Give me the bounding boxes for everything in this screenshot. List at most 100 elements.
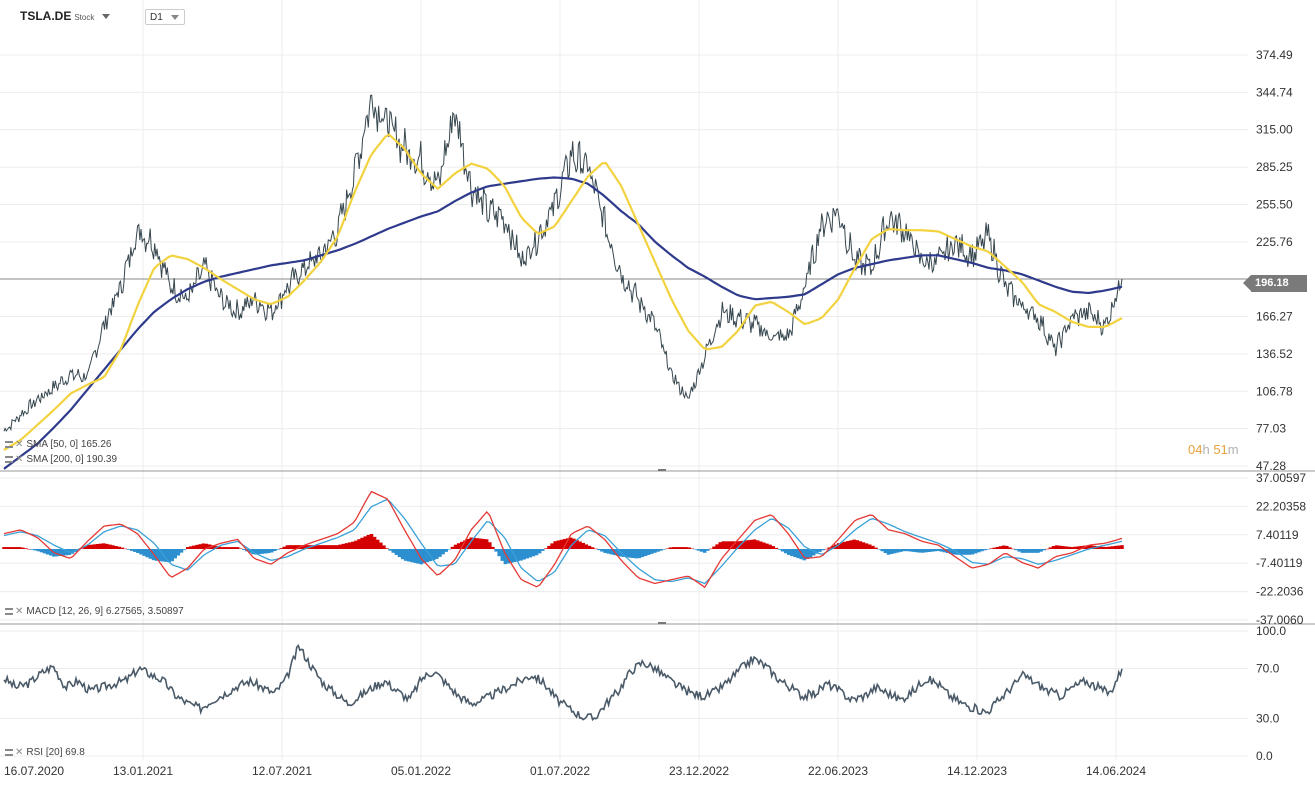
macd-histogram-bar xyxy=(1036,549,1040,553)
macd-histogram-bar xyxy=(808,549,813,558)
macd-histogram-bar xyxy=(385,548,389,549)
macd-histogram-bar xyxy=(992,547,997,549)
macd-histogram-bar xyxy=(242,549,246,550)
macd-histogram-bar xyxy=(880,549,884,552)
y-tick-label: 225.76 xyxy=(1256,235,1293,249)
macd-histogram-bar xyxy=(537,549,542,554)
close-icon[interactable]: ✕ xyxy=(15,606,24,617)
chevron-down-icon xyxy=(102,14,111,20)
macd-histogram-bar xyxy=(936,549,941,551)
macd-histogram-bar xyxy=(481,538,486,549)
sma200-line xyxy=(3,176,1123,470)
menu-icon[interactable] xyxy=(5,607,13,615)
legend-macd[interactable]: ✕ MACD [12, 26, 9] 6.27565, 3.50897 xyxy=(5,606,184,617)
macd-histogram-bar xyxy=(469,537,473,549)
countdown-minutes: 51 xyxy=(1213,442,1228,457)
macd-histogram-bar xyxy=(438,549,442,557)
macd-histogram-bar xyxy=(129,549,134,551)
macd-histogram-bar xyxy=(410,549,414,563)
macd-histogram-bar xyxy=(319,545,324,549)
macd-histogram-bar xyxy=(257,549,262,555)
symbol-selector[interactable]: TSLA.DE Stock xyxy=(20,9,111,23)
macd-histogram-bar xyxy=(463,540,467,549)
menu-icon[interactable] xyxy=(5,455,13,463)
macd-histogram-bar xyxy=(329,545,333,549)
y-tick-label: 30.0 xyxy=(1256,712,1280,726)
macd-histogram-bar xyxy=(796,549,800,559)
macd-histogram-bar xyxy=(696,549,701,551)
macd-histogram-bar xyxy=(562,539,567,549)
macd-histogram-bar xyxy=(522,549,526,560)
macd-histogram-bar xyxy=(204,543,209,549)
macd-histogram-bar xyxy=(36,549,41,552)
legend-rsi[interactable]: ✕ RSI [20] 69.8 xyxy=(5,747,85,758)
macd-histogram-bar xyxy=(668,547,673,549)
macd-histogram-bar xyxy=(472,537,476,549)
macd-histogram-bar xyxy=(877,549,881,550)
macd-histogram-bar xyxy=(802,549,807,561)
macd-histogram-bar xyxy=(500,549,505,561)
macd-histogram-bar xyxy=(30,549,34,550)
macd-histogram-bar xyxy=(176,549,181,556)
timeframe-selector[interactable]: D1 xyxy=(145,9,185,25)
macd-histogram-bar xyxy=(830,545,835,549)
macd-histogram-bar xyxy=(310,545,315,549)
macd-histogram-bar xyxy=(678,547,682,549)
menu-icon[interactable] xyxy=(5,748,13,756)
macd-histogram-bar xyxy=(942,549,947,553)
menu-icon[interactable] xyxy=(5,440,13,448)
macd-histogram-bar xyxy=(217,546,221,549)
macd-histogram-bar xyxy=(597,549,601,551)
macd-histogram-bar xyxy=(416,549,420,564)
panel-separators xyxy=(0,469,1315,625)
macd-histogram-bar xyxy=(559,539,564,549)
macd-histogram-bar xyxy=(167,549,171,563)
macd-histogram-bar xyxy=(867,544,872,549)
legend-sma200[interactable]: ✕ SMA [200, 0] 190.39 xyxy=(5,454,117,465)
macd-histogram-bar xyxy=(771,546,775,549)
close-icon[interactable]: ✕ xyxy=(15,454,24,465)
macd-histogram-bar xyxy=(126,549,131,550)
macd-histogram-bar xyxy=(603,549,607,553)
chevron-down-icon xyxy=(171,15,179,20)
macd-histogram-bar xyxy=(650,549,654,554)
macd-histogram-bar xyxy=(1076,546,1081,549)
macd-histogram-bar xyxy=(839,542,844,549)
close-icon[interactable]: ✕ xyxy=(15,439,24,450)
macd-histogram-bar xyxy=(917,549,922,553)
macd-histogram-bar xyxy=(148,549,153,559)
macd-histogram-bar xyxy=(687,547,691,549)
macd-histogram-bar xyxy=(33,549,37,551)
y-axis-labels: 374.49 344.74 315.00 285.25 255.50 225.76 166.… xyxy=(1256,48,1306,763)
macd-histogram-bar xyxy=(780,549,785,552)
macd-histogram-bar xyxy=(101,543,106,549)
macd-histogram-bar xyxy=(1054,545,1059,549)
macd-histogram-bar xyxy=(441,549,445,555)
macd-histogram-bar xyxy=(961,549,965,555)
macd-histogram-bar xyxy=(811,549,816,556)
countdown-hours-unit: h xyxy=(1202,442,1210,457)
macd-histogram-bar xyxy=(715,544,719,549)
macd-histogram-bar xyxy=(749,539,754,549)
macd-histogram-bar xyxy=(1067,546,1071,549)
macd-histogram-bar xyxy=(456,543,461,549)
macd-histogram-bar xyxy=(846,541,850,549)
macd-histogram-bar xyxy=(727,541,732,549)
macd-histogram-bar xyxy=(590,547,595,549)
timeframe-value: D1 xyxy=(150,12,163,23)
sma50-line xyxy=(3,133,1123,451)
macd-histogram-bar xyxy=(447,549,452,550)
macd-histogram-bar xyxy=(774,547,779,549)
macd-histogram-bar xyxy=(192,545,196,549)
macd-histogram-bar xyxy=(164,549,168,562)
close-icon[interactable]: ✕ xyxy=(15,747,24,758)
macd-histogram-bar xyxy=(721,541,726,549)
legend-sma50[interactable]: ✕ SMA [50, 0] 165.26 xyxy=(5,439,111,450)
macd-histogram-bar xyxy=(690,548,694,549)
y-tick-label: -37.0060 xyxy=(1256,613,1304,627)
macd-histogram-bar xyxy=(351,541,355,549)
macd-histogram-bar xyxy=(407,549,411,562)
macd-histogram-bar xyxy=(360,537,364,549)
macd-histogram-bar xyxy=(609,549,614,555)
